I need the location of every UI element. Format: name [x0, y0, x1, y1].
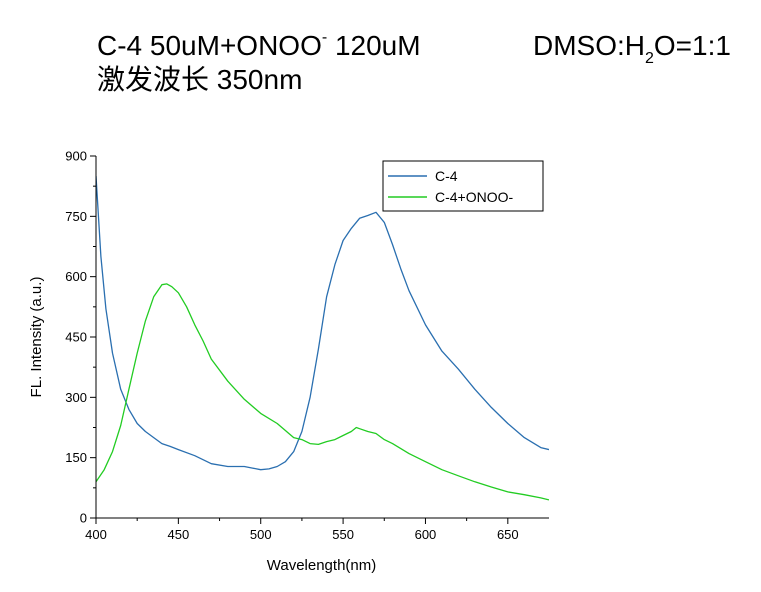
solvent-text-a: DMSO:H — [533, 30, 645, 61]
x-tick-label: 450 — [168, 527, 190, 542]
legend-box — [382, 160, 544, 212]
y-tick-label: 150 — [65, 450, 87, 465]
y-tick-label: 750 — [65, 209, 87, 224]
series-line-2 — [96, 283, 549, 501]
x-tick-label: 550 — [332, 527, 354, 542]
solvent-subscript: 2 — [645, 50, 654, 67]
x-tick-label: 650 — [497, 527, 519, 542]
chart-heading-line1: C-4 50uM+ONOO- 120uM — [97, 29, 421, 67]
solvent-text-b: O=1:1 — [653, 30, 731, 61]
y-axis-title: FL. Intensity (a.u.) — [28, 277, 45, 398]
x-axis-title: Wavelength(nm) — [267, 557, 376, 574]
solvent-ratio: DMSO:H2O=1:1 — [533, 30, 731, 67]
heading-concentration: 120uM — [327, 30, 421, 61]
x-tick-label: 500 — [250, 527, 272, 542]
x-tick-label: 600 — [415, 527, 437, 542]
series-line-1 — [96, 176, 549, 471]
axes-layer: 400 450 500 550 600 650 0 150 300 450 600 750 900 Wav… — [28, 149, 549, 574]
heading-superscript: - — [321, 29, 328, 46]
y-tick-label: 900 — [65, 149, 87, 164]
x-tick-label: 400 — [85, 527, 107, 542]
chart-legend: C-4 C-4+ONOO- — [382, 160, 544, 212]
y-tick-label: 300 — [65, 390, 87, 405]
y-tick-label: 0 — [80, 511, 87, 526]
heading-text: C-4 50uM+ONOO — [97, 30, 322, 61]
y-tick-label: 600 — [65, 269, 87, 284]
legend-label-1: C-4 — [435, 168, 458, 184]
y-tick-label: 450 — [65, 330, 87, 345]
legend-label-2: C-4+ONOO- — [435, 189, 514, 205]
excitation-wavelength-label: 激发波长 350nm — [97, 64, 303, 95]
series-layer — [96, 176, 549, 501]
